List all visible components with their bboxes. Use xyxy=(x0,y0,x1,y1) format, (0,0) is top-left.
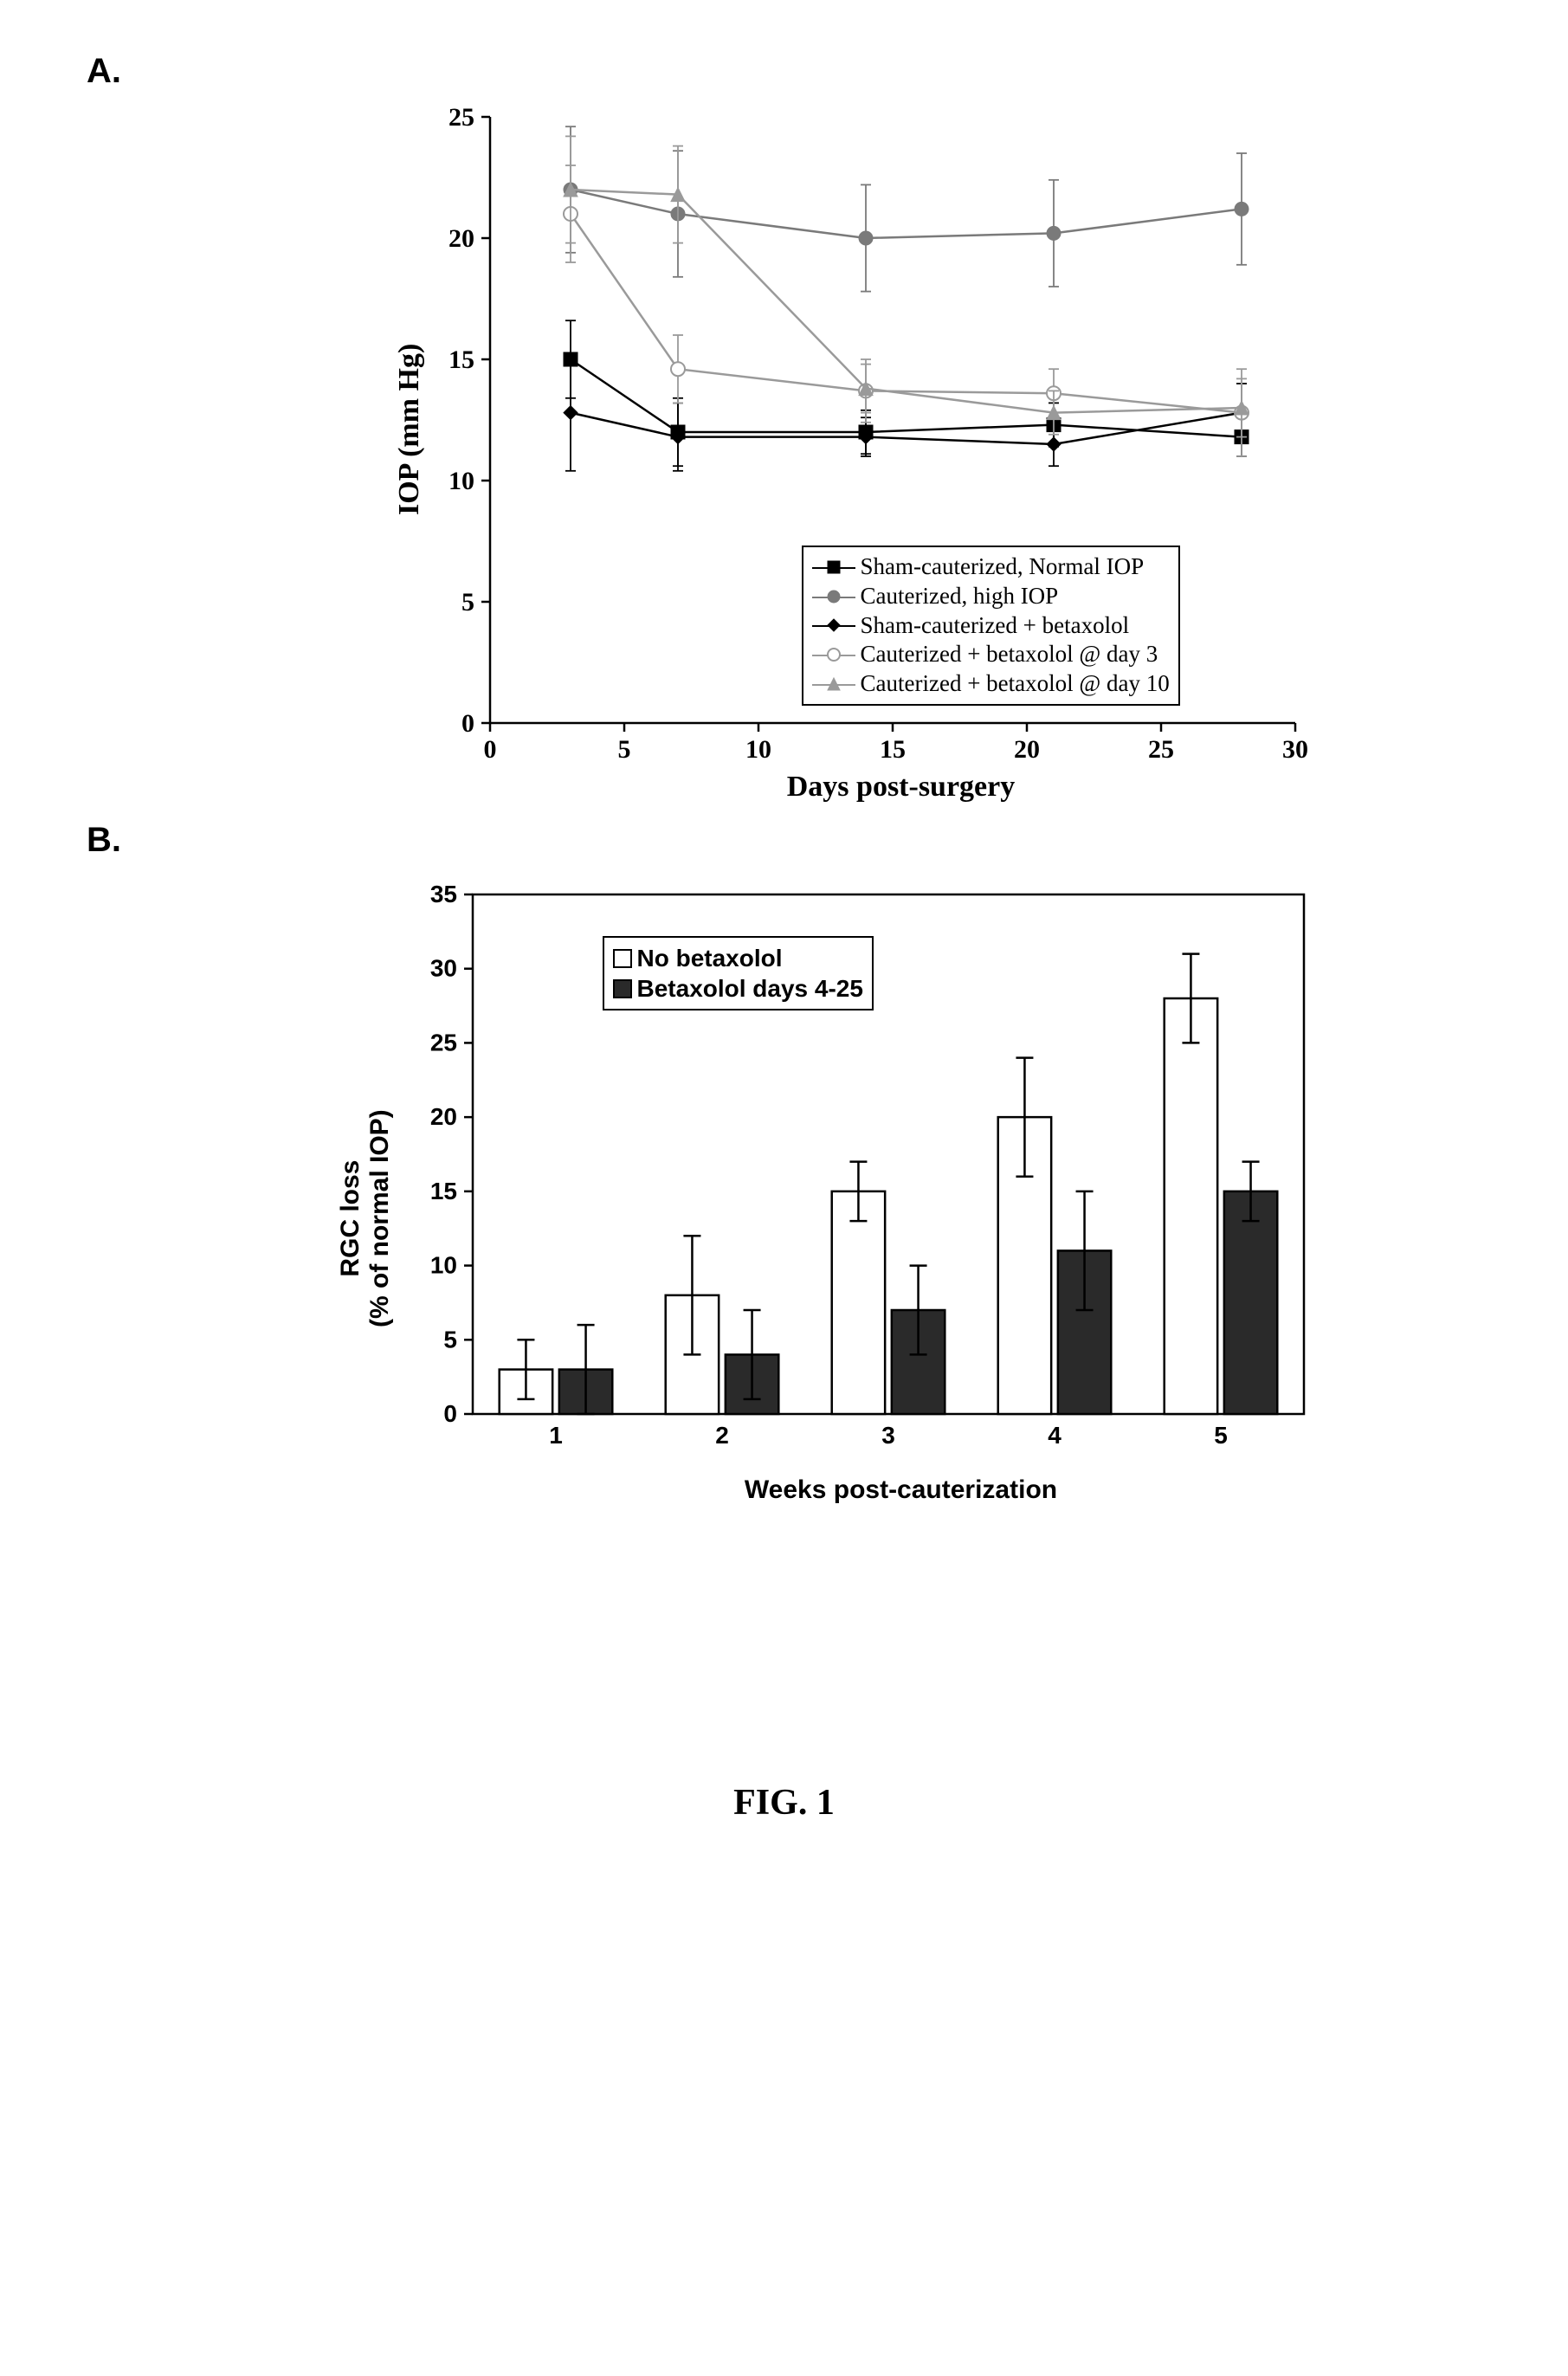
panel-b: RGC loss(% of normal IOP) 05101520253035… xyxy=(208,877,1481,1505)
svg-text:2: 2 xyxy=(715,1422,729,1449)
legend-item: Cauterized, high IOP xyxy=(812,582,1170,611)
svg-text:3: 3 xyxy=(881,1422,895,1449)
svg-text:4: 4 xyxy=(1048,1422,1061,1449)
panel-a-xlabel: Days post-surgery xyxy=(481,771,1321,804)
panel-b-label: B. xyxy=(87,821,1481,860)
svg-text:20: 20 xyxy=(1014,735,1040,764)
svg-text:5: 5 xyxy=(461,588,474,617)
svg-text:0: 0 xyxy=(483,735,496,764)
svg-text:0: 0 xyxy=(443,1400,457,1427)
svg-text:1: 1 xyxy=(549,1422,563,1449)
svg-text:25: 25 xyxy=(1148,735,1174,764)
svg-text:5: 5 xyxy=(1214,1422,1228,1449)
panel-a-legend: Sham-cauterized, Normal IOPCauterized, h… xyxy=(802,546,1180,706)
svg-text:30: 30 xyxy=(1282,735,1308,764)
svg-text:20: 20 xyxy=(448,224,474,253)
panel-b-plot: RGC loss(% of normal IOP) 05101520253035… xyxy=(352,877,1339,1505)
panel-a-plot: IOP (mm Hg) 0510152025300510152025 Sham-… xyxy=(403,100,1321,804)
figure-caption: FIG. 1 xyxy=(87,1782,1481,1824)
svg-text:30: 30 xyxy=(429,955,456,982)
legend-item: Sham-cauterized + betaxolol xyxy=(812,611,1170,641)
legend-item: Cauterized + betaxolol @ day 10 xyxy=(812,669,1170,699)
svg-text:10: 10 xyxy=(429,1252,456,1279)
legend-item: Betaxolol days 4-25 xyxy=(613,973,863,1004)
legend-item: Sham-cauterized, Normal IOP xyxy=(812,552,1170,582)
svg-text:15: 15 xyxy=(429,1178,456,1204)
svg-text:10: 10 xyxy=(745,735,771,764)
svg-text:25: 25 xyxy=(429,1029,456,1056)
svg-text:5: 5 xyxy=(617,735,630,764)
svg-text:5: 5 xyxy=(443,1326,457,1353)
svg-text:35: 35 xyxy=(429,881,456,907)
panel-a-label: A. xyxy=(87,52,1481,91)
svg-text:25: 25 xyxy=(448,103,474,132)
panel-a-ylabel: IOP (mm Hg) xyxy=(393,344,426,515)
panel-b-ylabel: RGC loss(% of normal IOP) xyxy=(336,1109,395,1327)
panel-b-legend: No betaxololBetaxolol days 4-25 xyxy=(603,936,874,1010)
svg-text:15: 15 xyxy=(448,345,474,374)
panel-b-xlabel: Weeks post-cauterization xyxy=(464,1475,1339,1505)
svg-text:15: 15 xyxy=(880,735,906,764)
panel-a: IOP (mm Hg) 0 5 10 15 20 25 30 0 5 10 15 20 25 Sham-… xyxy=(242,100,1481,804)
svg-text:10: 10 xyxy=(448,467,474,495)
svg-text:0: 0 xyxy=(461,709,474,738)
svg-text:20: 20 xyxy=(429,1103,456,1130)
legend-item: Cauterized + betaxolol @ day 3 xyxy=(812,640,1170,669)
legend-item: No betaxolol xyxy=(613,943,863,973)
